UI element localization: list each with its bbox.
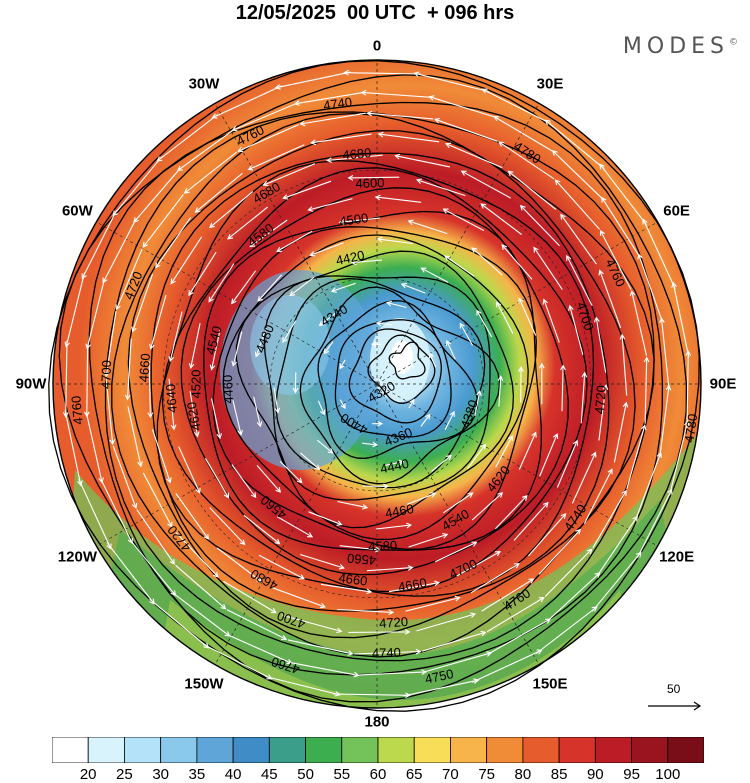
contour-label: 4740 (372, 645, 401, 661)
longitude-label-l90e: 90E (710, 376, 737, 393)
colorbar-swatch (124, 737, 160, 763)
contour-label: 4700 (98, 360, 114, 389)
colorbar-tick-label: 55 (333, 766, 350, 783)
colorbar-swatch (523, 737, 559, 763)
contour-label: 4760 (68, 395, 85, 425)
colorbar-tick-label: 60 (370, 766, 387, 783)
colorbar-tick-label: 70 (442, 766, 459, 783)
contour-label: 4660 (136, 353, 153, 383)
colorbar-tick-label: 90 (587, 766, 604, 783)
colorbar-swatch (342, 737, 378, 763)
colorbar-swatch (450, 737, 486, 763)
longitude-label-l120w: 120W (58, 549, 97, 566)
longitude-label-l90w: 90W (16, 376, 47, 393)
colorbar (52, 737, 704, 763)
contour-label: 4520 (188, 370, 203, 399)
longitude-label-l30e: 30E (537, 76, 564, 93)
colorbar-swatch (306, 737, 342, 763)
colorbar-swatch (161, 737, 197, 763)
contour-label: 4560 (347, 551, 377, 568)
colorbar-tick-label: 50 (297, 766, 314, 783)
contour-label: 4460 (220, 375, 236, 404)
longitude-label-l120e: 120E (659, 549, 694, 566)
colorbar-tick-label: 80 (515, 766, 532, 783)
contour-label: 4580 (368, 538, 397, 554)
colorbar-swatch (52, 737, 88, 763)
colorbar-tick-label: 25 (116, 766, 133, 783)
longitude-label-l150w: 150W (184, 675, 223, 692)
colorbar-swatch (632, 737, 668, 763)
colorbar-tick-label: 65 (406, 766, 423, 783)
contour-label: 4720 (592, 385, 609, 415)
wind-arrow-shaft (348, 632, 409, 633)
colorbar-tick-label: 20 (80, 766, 97, 783)
colorbar-swatch (414, 737, 450, 763)
contour-label: 4640 (163, 383, 180, 413)
longitude-label-l30w: 30W (189, 76, 220, 93)
reference-vector-value: 50 (667, 682, 680, 696)
longitude-label-l150e: 150E (532, 675, 567, 692)
colorbar-swatch (668, 737, 704, 763)
contour-label: 4600 (355, 175, 384, 191)
colorbar-swatch (595, 737, 631, 763)
longitude-label-l180: 180 (364, 714, 389, 731)
colorbar-tick-label: 40 (225, 766, 242, 783)
colorbar-tick-label: 95 (623, 766, 640, 783)
colorbar-tick-label: 30 (152, 766, 169, 783)
colorbar-swatch (378, 737, 414, 763)
colorbar-tick-label: 35 (189, 766, 206, 783)
colorbar-tick-label: 85 (551, 766, 568, 783)
contour-label: 4680 (342, 145, 372, 162)
colorbar-swatch (559, 737, 595, 763)
colorbar-swatch (269, 737, 305, 763)
longitude-label-l0: 0 (373, 38, 381, 55)
colorbar-swatch (487, 737, 523, 763)
longitude-label-l60w: 60W (62, 203, 93, 220)
colorbar-tick-label: 100 (655, 766, 680, 783)
colorbar-swatch (197, 737, 233, 763)
colorbar-tick-label: 45 (261, 766, 278, 783)
colorbar-swatch (233, 737, 269, 763)
longitude-label-l60e: 60E (663, 203, 690, 220)
contour-label: 4720 (379, 614, 409, 631)
colorbar-swatch (88, 737, 124, 763)
colorbar-tick-label: 75 (478, 766, 495, 783)
